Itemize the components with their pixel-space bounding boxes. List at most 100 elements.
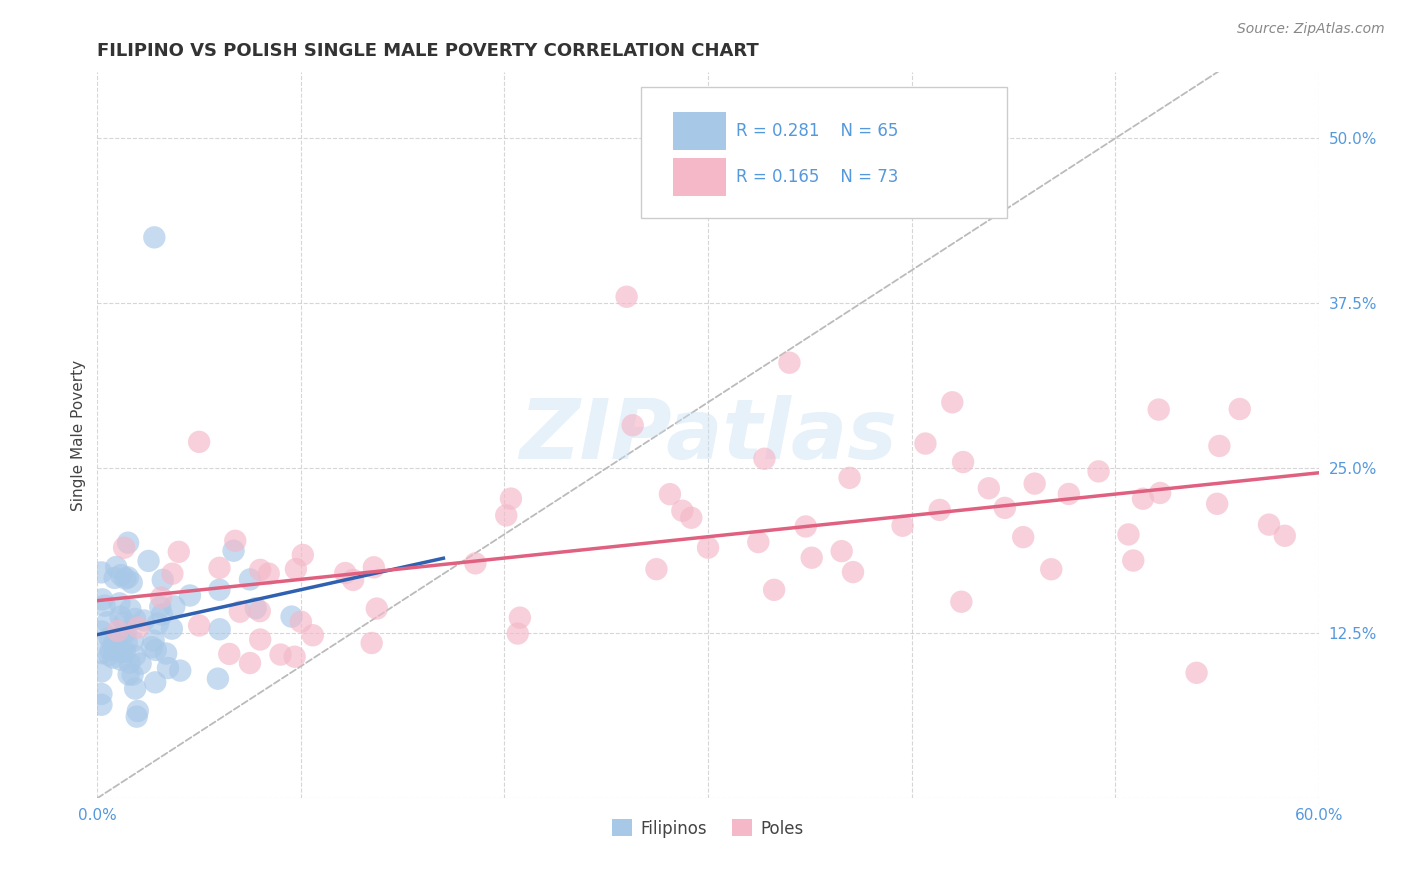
Point	[495, 508, 517, 523]
Point	[257, 566, 280, 581]
Point	[994, 500, 1017, 515]
Point	[105, 560, 128, 574]
Point	[360, 636, 382, 650]
Point	[207, 672, 229, 686]
Point	[747, 535, 769, 549]
Point	[162, 566, 184, 581]
Point	[110, 653, 132, 667]
Point	[778, 356, 800, 370]
Point	[103, 637, 125, 651]
Point	[129, 657, 152, 671]
Point	[114, 644, 136, 658]
Point	[132, 614, 155, 628]
Point	[245, 601, 267, 615]
Point	[1040, 562, 1063, 576]
Point	[108, 596, 131, 610]
Point	[342, 573, 364, 587]
Point	[114, 615, 136, 630]
Point	[100, 643, 122, 657]
Point	[208, 582, 231, 597]
Point	[838, 471, 860, 485]
Point	[218, 647, 240, 661]
Point	[138, 554, 160, 568]
Point	[143, 675, 166, 690]
Point	[110, 568, 132, 582]
Point	[114, 625, 136, 640]
Point	[222, 543, 245, 558]
Legend: Filipinos, Poles: Filipinos, Poles	[606, 813, 810, 844]
Point	[754, 451, 776, 466]
Point	[800, 550, 823, 565]
Point	[90, 646, 112, 660]
Point	[1229, 402, 1251, 417]
Point	[1024, 476, 1046, 491]
Point	[509, 610, 531, 624]
Point	[928, 503, 950, 517]
Point	[1132, 491, 1154, 506]
Point	[249, 632, 271, 647]
Point	[90, 665, 112, 679]
Point	[239, 656, 262, 670]
Point	[188, 434, 211, 449]
Point	[1057, 487, 1080, 501]
Point	[121, 575, 143, 590]
Point	[658, 487, 681, 501]
Point	[270, 648, 292, 662]
Point	[249, 563, 271, 577]
Point	[90, 698, 112, 712]
Point	[1087, 464, 1109, 478]
Text: R = 0.281    N = 65: R = 0.281 N = 65	[737, 122, 898, 140]
Point	[941, 395, 963, 409]
Point	[121, 667, 143, 681]
Y-axis label: Single Male Poverty: Single Male Poverty	[72, 359, 86, 511]
Point	[90, 687, 112, 701]
Point	[104, 571, 127, 585]
Point	[1147, 402, 1170, 417]
Point	[117, 570, 139, 584]
Point	[224, 533, 246, 548]
Point	[280, 609, 302, 624]
Point	[90, 566, 112, 580]
Text: R = 0.165    N = 73: R = 0.165 N = 73	[737, 168, 898, 186]
Point	[366, 601, 388, 615]
Point	[229, 605, 252, 619]
Point	[152, 573, 174, 587]
Point	[188, 618, 211, 632]
Point	[127, 621, 149, 635]
Point	[169, 664, 191, 678]
Point	[120, 602, 142, 616]
Point	[1258, 517, 1281, 532]
Point	[179, 589, 201, 603]
Point	[96, 615, 118, 630]
Point	[125, 709, 148, 723]
Point	[794, 519, 817, 533]
FancyBboxPatch shape	[672, 158, 727, 196]
Point	[977, 481, 1000, 495]
Point	[335, 566, 357, 580]
Point	[155, 647, 177, 661]
Point	[891, 518, 914, 533]
Point	[950, 595, 973, 609]
Point	[107, 624, 129, 638]
Point	[914, 436, 936, 450]
Point	[239, 573, 262, 587]
Point	[499, 491, 522, 506]
Point	[124, 681, 146, 696]
FancyBboxPatch shape	[672, 112, 727, 150]
Point	[90, 624, 112, 639]
Point	[103, 650, 125, 665]
Point	[98, 648, 121, 662]
Point	[464, 557, 486, 571]
Point	[149, 599, 172, 614]
Point	[160, 622, 183, 636]
Point	[1122, 553, 1144, 567]
Point	[150, 607, 173, 622]
Point	[645, 562, 668, 576]
Point	[146, 616, 169, 631]
Point	[763, 582, 786, 597]
Point	[156, 661, 179, 675]
Point	[506, 626, 529, 640]
Point	[290, 615, 312, 629]
Point	[117, 535, 139, 549]
Point	[115, 635, 138, 649]
